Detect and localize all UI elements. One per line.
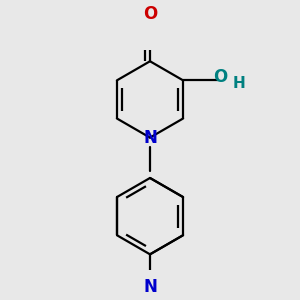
Text: N: N xyxy=(143,278,157,296)
Text: H: H xyxy=(232,76,245,91)
Text: O: O xyxy=(143,4,157,22)
Text: O: O xyxy=(213,68,228,86)
Text: N: N xyxy=(143,129,157,147)
